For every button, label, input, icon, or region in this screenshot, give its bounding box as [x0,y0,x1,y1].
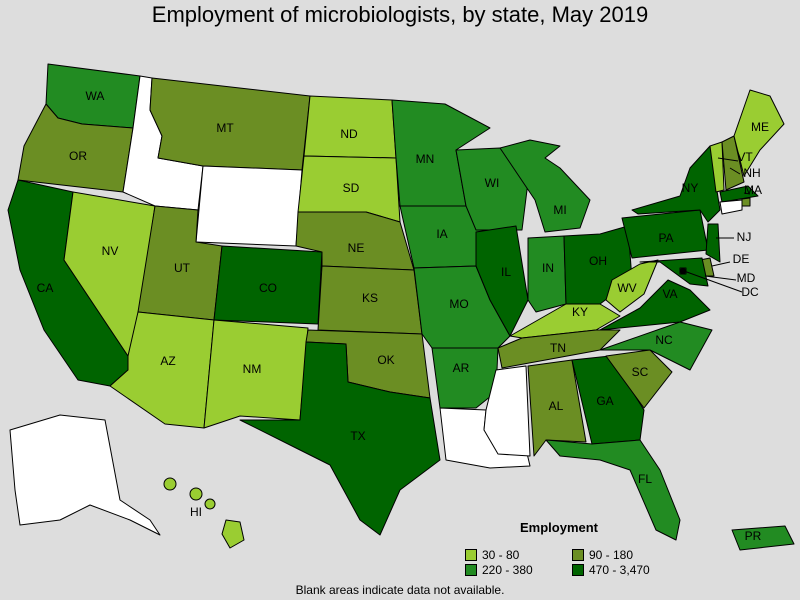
leader-line-6 [704,275,737,281]
state-vt [709,141,725,193]
legend-label-4: 470 - 3,470 [589,563,650,577]
state-label-co: CO [259,281,277,295]
state-ak [9,414,161,536]
leader-line-5 [711,261,731,267]
state-label-ny: NY [682,181,699,195]
state-label-or: OR [69,149,87,163]
state-label-ok: OK [377,353,394,367]
state-label-hi: HI [190,505,202,519]
state-label-ca: CA [37,281,54,295]
state-ny [631,145,721,223]
legend-item-1: 30 - 80 [465,548,519,562]
legend-item-4: 470 - 3,470 [572,563,650,577]
state-me [733,89,785,177]
state-ar [431,347,499,409]
state-label-ne: NE [348,241,365,255]
state-nh [721,135,745,191]
state-label-dc: DC [741,285,759,299]
legend-swatch-3 [465,564,477,576]
dc-marker [680,268,686,274]
state-nj [705,223,721,263]
map-title: Employment of microbiologists, by state,… [151,2,649,27]
state-sc [605,349,673,409]
state-label-pr: PR [745,529,762,543]
state-label-ky: KY [572,305,588,319]
state-label-nm: NM [243,362,262,376]
state-ms [483,365,531,457]
state-label-ar: AR [453,361,470,375]
state-label-ga: GA [596,394,613,408]
state-label-ia: IA [436,227,447,241]
state-label-fl: FL [638,472,652,486]
state-ri [741,197,751,207]
state-label-oh: OH [589,254,607,268]
leader-line-2 [729,167,741,175]
footnote: Blank areas indicate data not available. [295,583,505,597]
hi-island-3 [204,498,216,510]
state-mi [499,139,591,233]
state-label-ks: KS [362,291,378,305]
state-label-ma: MA [744,183,762,197]
state-label-ri: RI [0,0,6,3]
state-md [639,257,709,287]
legend-swatch-4 [572,564,584,576]
state-label-de: DE [733,252,750,266]
state-label-nd: ND [340,127,358,141]
state-label-wi: WI [485,176,500,190]
state-al [527,359,587,457]
legend-title: Employment [520,520,599,535]
state-tn [497,329,621,369]
state-pr [731,525,795,551]
state-ma [719,185,759,203]
state-fl [545,439,681,541]
state-label-vt: VT [737,150,753,164]
state-label-nj: NJ [737,230,752,244]
state-label-mt: MT [216,121,234,135]
state-label-sc: SC [632,365,649,379]
legend-label-1: 30 - 80 [482,548,520,562]
state-label-md: MD [737,271,756,285]
legend-item-3: 220 - 380 [465,563,533,577]
state-label-ut: UT [174,261,191,275]
state-label-tx: TX [350,429,365,443]
legend-label-3: 220 - 380 [482,563,533,577]
state-label-mi: MI [553,203,566,217]
state-label-me: ME [751,120,769,134]
state-label-pa: PA [658,231,673,245]
state-label-sd: SD [343,181,360,195]
state-in [527,235,567,313]
state-wy [195,165,303,247]
state-ct [719,199,743,215]
state-tx [239,341,441,536]
leader-line-7 [683,270,743,293]
state-ga [571,355,645,445]
state-label-nc: NC [655,333,673,347]
hi-island-2 [189,487,203,501]
leader-line-1 [717,157,739,162]
state-wv [605,259,659,313]
legend-swatch-1 [465,549,477,561]
state-label-in: IN [542,261,554,275]
state-label-nh: NH [743,166,760,180]
legend-item-2: 90 - 180 [572,548,633,562]
state-label-mo: MO [449,297,468,311]
state-nc [599,321,713,371]
state-label-nv: NV [102,244,119,258]
state-label-va: VA [662,287,677,301]
hi-island-1 [163,477,177,491]
state-va [599,279,711,331]
state-label-al: AL [549,399,564,413]
state-label-az: AZ [160,354,175,368]
state-label-wv: WV [617,281,636,295]
state-nm [203,319,309,429]
leader-line-3 [743,192,751,195]
state-label-wa: WA [86,89,105,103]
legend-label-2: 90 - 180 [589,548,634,562]
state-hi [221,519,245,549]
state-label-il: IL [501,265,511,279]
state-label-tn: TN [550,341,566,355]
state-label-mn: MN [416,152,435,166]
legend-swatch-2 [572,549,584,561]
